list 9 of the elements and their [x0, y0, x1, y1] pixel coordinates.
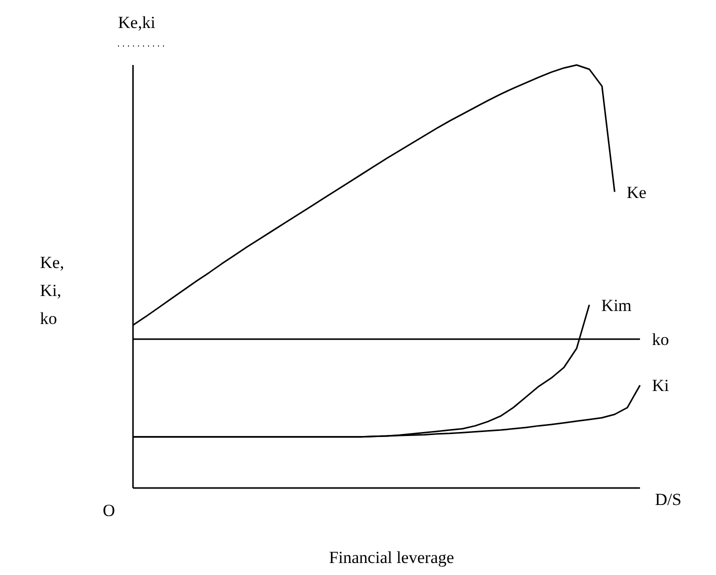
series-label: Ki [652, 376, 670, 396]
x-axis-title: Financial leverage [328, 548, 454, 567]
y-axis-title: Ke, Ki, ko [40, 253, 64, 328]
text: Ke,ki [118, 13, 156, 32]
series-label: Ke [626, 182, 646, 202]
series-label: ko [652, 330, 669, 350]
series-label: Kim [601, 296, 632, 315]
text: D/S [655, 490, 682, 509]
text: O [102, 501, 115, 520]
